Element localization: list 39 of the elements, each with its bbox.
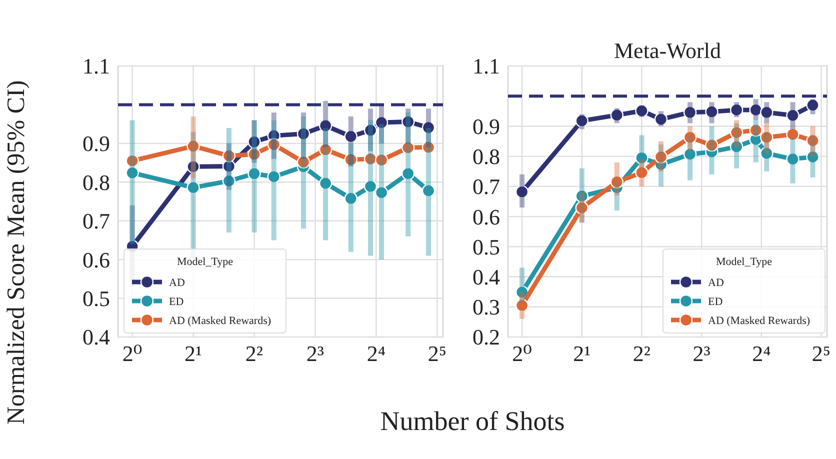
y-tick-label: 0.7 [472, 174, 500, 200]
legend-label: AD (Masked Rewards) [169, 314, 272, 327]
x-tick-label: 2¹ [184, 341, 202, 366]
y-tick-label: 0.9 [82, 131, 110, 156]
legend-label: ED [708, 296, 723, 308]
y-tick-label: 1.1 [472, 54, 500, 79]
x-tick-label: 2⁰ [512, 341, 532, 366]
legend-title: Model_Type [716, 256, 772, 268]
x-tick-label: 2³ [306, 341, 324, 366]
x-axis-title: Number of Shots [380, 406, 565, 436]
y-tick-label: 0.8 [472, 144, 500, 170]
legend-label: ED [169, 296, 184, 308]
y-tick-label: 0.2 [472, 324, 500, 350]
y-tick-label: 0.3 [472, 294, 500, 320]
legend-label: AD [169, 276, 185, 289]
x-tick-label: 2⁵ [428, 341, 446, 366]
legend-label: AD [708, 276, 724, 289]
x-tick-label: 2⁴ [752, 341, 772, 366]
legend-label: AD (Masked Rewards) [708, 314, 810, 327]
x-tick-label: 2¹ [573, 341, 591, 366]
x-tick-label: 2⁵ [812, 341, 831, 366]
x-tick-label: 2² [632, 341, 651, 366]
y-tick-label: 0.5 [472, 234, 500, 260]
x-tick-label: 2⁰ [122, 341, 142, 366]
y-tick-label: 0.4 [472, 264, 500, 290]
y-tick-label: 0.4 [82, 324, 110, 350]
y-tick-label: 0.8 [82, 170, 110, 195]
legend-title: Model_Type [176, 256, 234, 268]
y-tick-label: 0.7 [82, 208, 110, 234]
y-tick-label: 0.6 [82, 247, 110, 272]
x-tick-label: 2⁴ [366, 341, 386, 366]
chart-title: Meta-World [614, 38, 721, 63]
y-tick-label: 1.1 [82, 54, 110, 79]
y-tick-label: 0.9 [472, 114, 500, 139]
y-tick-label: 0.5 [82, 286, 110, 311]
y-tick-label: 0.6 [472, 204, 500, 230]
x-tick-label: 2² [245, 341, 264, 366]
y-axis-title: Normalized Score Mean (95% CI) [3, 80, 30, 425]
x-tick-label: 2³ [692, 341, 711, 366]
